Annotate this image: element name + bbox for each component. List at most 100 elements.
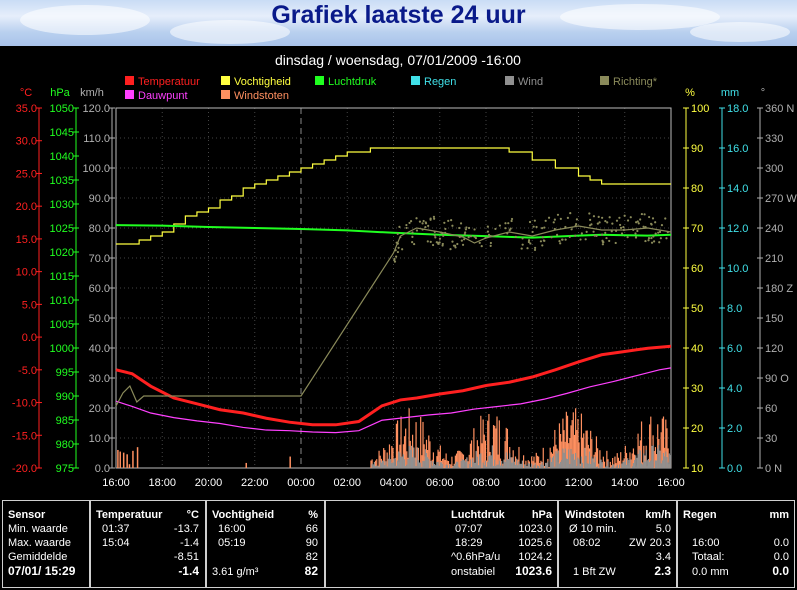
y-tick-label: 20.0 — [89, 403, 110, 415]
gust-bar — [560, 433, 562, 468]
direction-point — [393, 260, 397, 263]
wind-bar — [644, 461, 646, 468]
wind-bar — [514, 464, 517, 468]
direction-point — [636, 229, 639, 233]
direction-point — [614, 241, 617, 245]
rain-header: Regen — [683, 509, 717, 521]
direction-point — [559, 217, 562, 220]
legend-label: Dauwpunt — [138, 90, 188, 102]
wind-bar — [575, 453, 577, 468]
y-axis-unit: km/h — [80, 87, 104, 99]
y-tick-label: 40.0 — [89, 343, 110, 355]
wind-bar — [584, 448, 586, 468]
wind-bar — [647, 458, 650, 468]
series-line-richting — [115, 225, 672, 407]
gust-bar — [245, 462, 247, 468]
wind-bar — [529, 466, 532, 468]
wind-bar — [553, 455, 555, 468]
wind-bar — [491, 445, 493, 468]
legend-swatch — [315, 76, 324, 85]
wind-bar — [664, 456, 666, 468]
wind-bar — [623, 461, 625, 468]
direction-point — [635, 221, 638, 224]
direction-point — [564, 225, 567, 229]
y-tick-label: 4.0 — [727, 383, 742, 395]
wind-bar — [654, 460, 657, 468]
wind-bar — [645, 450, 647, 468]
wind-bar — [504, 461, 506, 468]
direction-point — [429, 217, 432, 220]
direction-point — [659, 237, 662, 240]
y-tick-label: 50.0 — [89, 313, 110, 325]
wind-bar — [581, 462, 584, 468]
gust-avg-label: Ø 10 min. — [569, 523, 617, 535]
direction-point — [438, 241, 441, 244]
direction-point — [413, 242, 416, 246]
direction-point — [601, 233, 604, 236]
gust-bar — [502, 463, 504, 468]
direction-point — [622, 228, 625, 232]
gust-bar — [577, 418, 579, 468]
wind-bar — [561, 459, 563, 468]
y-tick-label: 120.0 — [82, 103, 110, 115]
direction-point — [650, 241, 654, 244]
gust-bar — [599, 450, 601, 468]
y-tick-label: 100.0 — [82, 163, 110, 175]
wind-bar — [556, 453, 558, 468]
y-tick-label: 180 Z — [765, 283, 793, 295]
direction-point — [480, 245, 483, 248]
wind-bar — [406, 464, 408, 468]
gust-bar — [631, 453, 633, 468]
direction-point — [648, 215, 651, 219]
direction-point — [665, 237, 668, 240]
wind-bar — [635, 455, 637, 468]
direction-point — [592, 230, 595, 233]
wind-bar — [527, 462, 529, 468]
gust-bar — [122, 452, 125, 468]
direction-point — [486, 230, 490, 233]
wind-bar — [480, 453, 482, 468]
gust-bar — [504, 441, 506, 468]
direction-point — [629, 216, 632, 219]
direction-point — [450, 218, 453, 222]
wind-bar — [586, 463, 588, 468]
gust-bar — [486, 460, 488, 468]
gust-bar — [650, 416, 652, 468]
direction-point — [614, 229, 618, 232]
wind-bar — [585, 455, 587, 468]
page-title: Grafiek laatste 24 uur — [271, 1, 526, 29]
direction-point — [559, 242, 562, 245]
y-tick-label: 2.0 — [727, 423, 742, 435]
direction-point — [660, 224, 664, 227]
wind-bar — [470, 467, 473, 468]
direction-point — [527, 240, 530, 244]
wind-bar — [408, 445, 410, 468]
wind-bar — [472, 458, 474, 468]
gust-bar — [445, 453, 447, 468]
gust-bar — [572, 412, 574, 468]
y-tick-label: 150 — [765, 313, 783, 325]
gust-bar — [506, 428, 509, 468]
direction-point — [533, 248, 537, 252]
wind-bar — [399, 452, 401, 468]
direction-point — [592, 215, 596, 218]
wind-bar — [579, 465, 581, 468]
gust-bar — [653, 451, 655, 468]
direction-point — [651, 217, 655, 220]
gust-header: Windstoten — [565, 509, 625, 521]
legend-swatch — [125, 76, 134, 85]
gust-avg-10min: 5.0 — [655, 523, 671, 535]
gust-bar — [447, 460, 450, 468]
direction-point — [636, 220, 639, 223]
wind-bar — [439, 462, 441, 468]
gust-bar — [496, 416, 498, 468]
series-line-vochtigheid — [116, 147, 671, 245]
wind-bar — [640, 463, 643, 468]
direction-point — [504, 222, 507, 225]
y-tick-label: 1030 — [50, 199, 74, 211]
wind-bar — [599, 460, 601, 468]
direction-point — [664, 217, 667, 220]
gust-bar — [454, 455, 456, 468]
y-tick-label: 40 — [691, 343, 703, 355]
x-tick-label: 10:00 — [518, 477, 546, 489]
